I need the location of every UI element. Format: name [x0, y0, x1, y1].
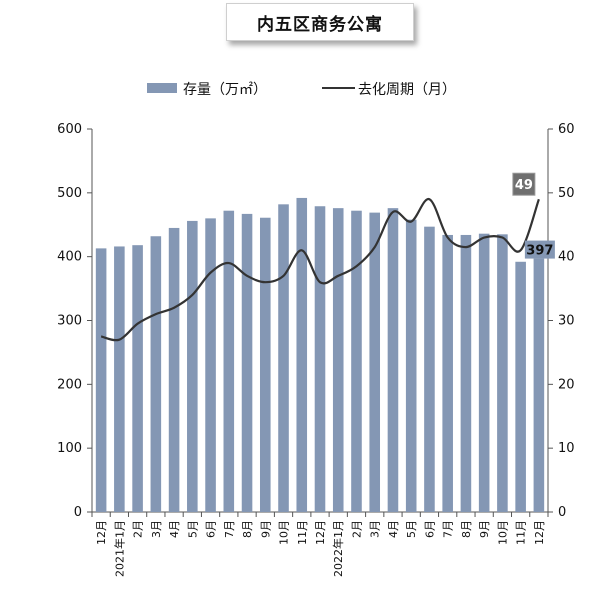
- legend-label-stock: 存量（万㎡）: [183, 82, 267, 98]
- bar-stock: [278, 204, 289, 512]
- bar-stock: [95, 248, 107, 512]
- right-tick-label: 50: [558, 186, 575, 201]
- bar-stock: [332, 208, 344, 513]
- bar-stock: [132, 245, 143, 512]
- x-tick-label: 12月: [314, 520, 327, 545]
- x-tick-label: 7月: [442, 520, 455, 538]
- x-tick-label: 2月: [132, 520, 145, 538]
- x-tick-label: 8月: [460, 520, 473, 538]
- bar-stock: [460, 234, 472, 513]
- bar-stock: [114, 246, 125, 512]
- bar-stock: [223, 210, 235, 512]
- data-label-bg-cycle: [512, 172, 536, 196]
- data-label-cycle: 49: [515, 178, 533, 193]
- chart-title: 内五区商务公寓: [226, 3, 414, 41]
- bar-stock: [442, 234, 453, 513]
- x-tick-label: 11月: [296, 520, 309, 545]
- x-year-label: 2021年1月: [112, 520, 126, 577]
- bar-stock: [478, 233, 490, 513]
- x-tick-label: 9月: [478, 520, 491, 538]
- left-tick-label: 100: [57, 441, 82, 456]
- x-tick-label: 7月: [223, 520, 236, 538]
- legend-bar-swatch: [147, 83, 177, 93]
- line-sales-cycle: [100, 198, 540, 342]
- x-tick-label: 3月: [150, 520, 163, 538]
- bar-stock: [314, 206, 326, 512]
- bar-stock: [405, 219, 417, 513]
- right-tick-label: 40: [558, 250, 575, 265]
- data-label-stock: 397: [526, 244, 553, 259]
- bar-stock: [351, 210, 362, 512]
- left-tick-label: 0: [74, 505, 82, 520]
- bar-stock: [497, 234, 508, 512]
- x-tick-label: 12月: [95, 520, 108, 545]
- right-tick-label: 0: [558, 505, 566, 520]
- x-tick-label: 4月: [387, 520, 400, 538]
- bar-stock: [168, 227, 180, 513]
- x-tick-label: 4月: [168, 520, 181, 538]
- bar-stock: [369, 212, 381, 512]
- left-tick-label: 200: [57, 377, 82, 392]
- x-tick-label: 11月: [515, 520, 528, 545]
- right-tick-label: 60: [558, 122, 575, 137]
- bar-stock: [241, 213, 253, 513]
- x-tick-label: 6月: [423, 520, 436, 538]
- x-year-label: 2022年1月: [331, 520, 345, 577]
- x-tick-label: 3月: [369, 520, 382, 538]
- bar-stock: [259, 217, 271, 512]
- x-tick-label: 5月: [186, 520, 199, 538]
- x-tick-label: 6月: [205, 520, 218, 538]
- data-label-bg-stock: [524, 240, 555, 259]
- x-tick-label: 2月: [350, 520, 363, 538]
- right-tick-label: 30: [558, 314, 575, 329]
- bar-stock: [533, 258, 545, 512]
- left-tick-label: 600: [57, 122, 82, 137]
- legend-label-cycle: 去化周期（月）: [358, 82, 456, 98]
- bar-stock: [296, 197, 308, 512]
- x-tick-label: 8月: [241, 520, 254, 538]
- x-tick-label: 9月: [259, 520, 272, 538]
- bar-stock: [150, 236, 162, 513]
- left-tick-label: 500: [57, 186, 82, 201]
- x-tick-label: 10月: [278, 520, 291, 545]
- bar-stock: [187, 220, 198, 513]
- left-tick-label: 300: [57, 314, 82, 329]
- right-tick-label: 10: [558, 441, 575, 456]
- bar-stock: [205, 218, 216, 512]
- bar-stock: [515, 261, 526, 512]
- x-tick-label: 12月: [533, 520, 546, 545]
- left-tick-label: 400: [57, 250, 82, 265]
- x-tick-label: 5月: [405, 520, 418, 538]
- x-tick-label: 10月: [496, 520, 509, 545]
- bar-stock: [424, 226, 435, 513]
- bar-stock: [387, 208, 399, 513]
- right-tick-label: 20: [558, 377, 575, 392]
